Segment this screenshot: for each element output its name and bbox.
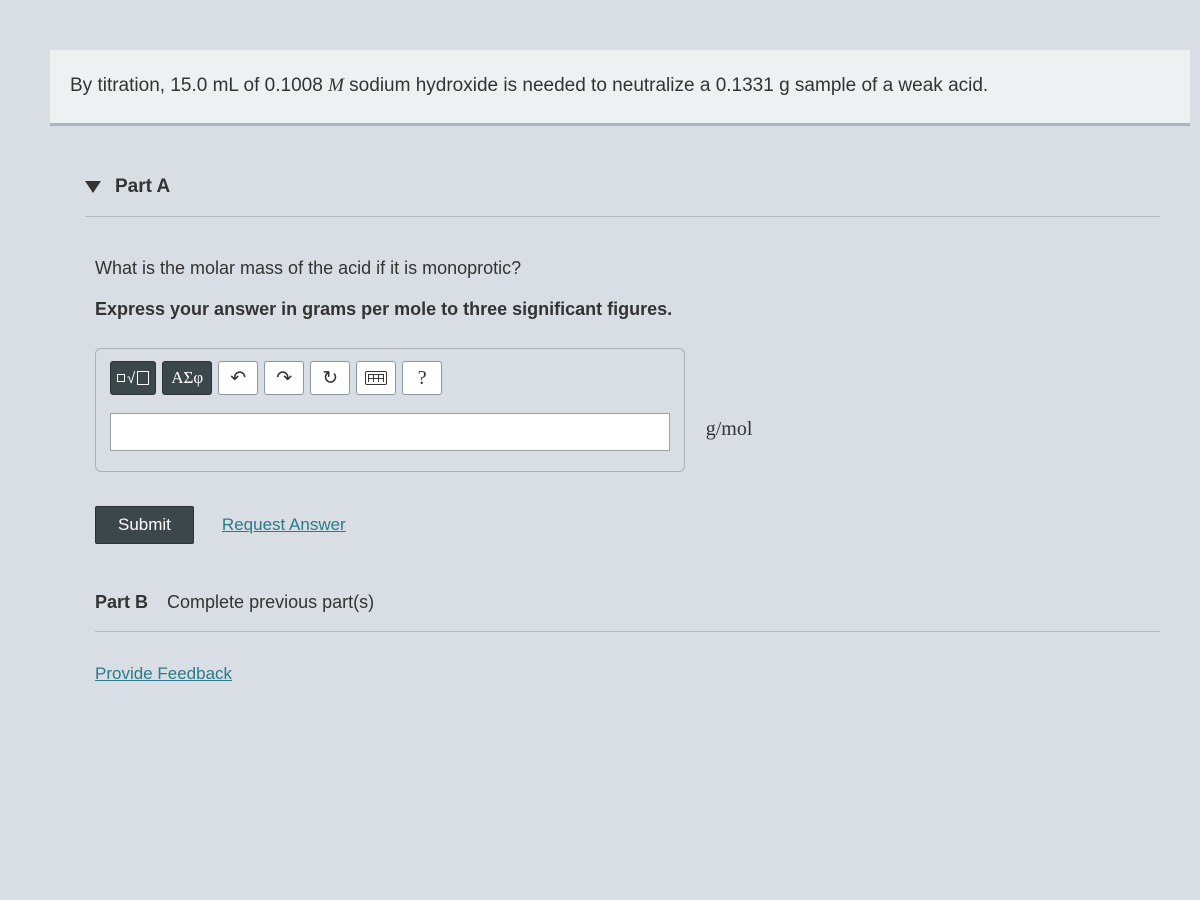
answer-box: √ ΑΣφ ↶ ↷ ↻ ? [95, 348, 685, 472]
part-b-row: Part B Complete previous part(s) [95, 592, 1160, 632]
radical-box-icon [137, 371, 149, 385]
keyboard-icon [365, 371, 387, 385]
provide-feedback-link[interactable]: Provide Feedback [95, 664, 232, 683]
request-answer-link[interactable]: Request Answer [222, 515, 346, 535]
fraction-icon [117, 374, 125, 382]
problem-mid1: of 0.1008 [238, 75, 328, 96]
answer-input[interactable] [110, 413, 670, 451]
problem-prefix: By titration, [70, 75, 170, 96]
help-icon: ? [418, 367, 427, 390]
content-area: Part A What is the molar mass of the aci… [50, 126, 1200, 685]
part-b-status: Complete previous part(s) [167, 592, 374, 612]
feedback-row: Provide Feedback [95, 664, 1160, 684]
part-a-question: What is the molar mass of the acid if it… [95, 255, 521, 283]
submit-button[interactable]: Submit [95, 506, 194, 544]
part-a-instruction: Express your answer in grams per mole to… [95, 296, 1160, 322]
help-button[interactable]: ? [402, 361, 442, 395]
greek-button[interactable]: ΑΣφ [162, 361, 212, 395]
sqrt-icon: √ [127, 370, 135, 387]
part-a-body: What is the molar mass of the acid if it… [85, 255, 1160, 685]
templates-button[interactable]: √ [110, 361, 156, 395]
part-a-label: Part A [115, 176, 170, 198]
keyboard-button[interactable] [356, 361, 396, 395]
reset-button[interactable]: ↻ [310, 361, 350, 395]
problem-mass: 0.1331 g [716, 75, 790, 96]
problem-statement: By titration, 15.0 mL of 0.1008 M sodium… [50, 50, 1190, 126]
problem-suffix: sample of a weak acid. [790, 75, 989, 96]
part-a-header[interactable]: Part A [85, 176, 1160, 217]
answer-toolbar: √ ΑΣφ ↶ ↷ ↻ ? [110, 361, 670, 395]
molar-symbol: M [328, 75, 344, 96]
redo-button[interactable]: ↷ [264, 361, 304, 395]
reset-icon: ↻ [322, 367, 338, 390]
undo-button[interactable]: ↶ [218, 361, 258, 395]
problem-volume: 15.0 mL [170, 75, 238, 96]
part-b-label: Part B [95, 592, 148, 612]
redo-icon: ↷ [276, 367, 292, 390]
undo-icon: ↶ [230, 367, 246, 390]
action-row: Submit Request Answer [95, 506, 1160, 544]
unit-label: g/mol [706, 418, 753, 441]
collapse-icon [85, 181, 101, 193]
problem-mid2: sodium hydroxide is needed to neutralize… [344, 75, 716, 96]
